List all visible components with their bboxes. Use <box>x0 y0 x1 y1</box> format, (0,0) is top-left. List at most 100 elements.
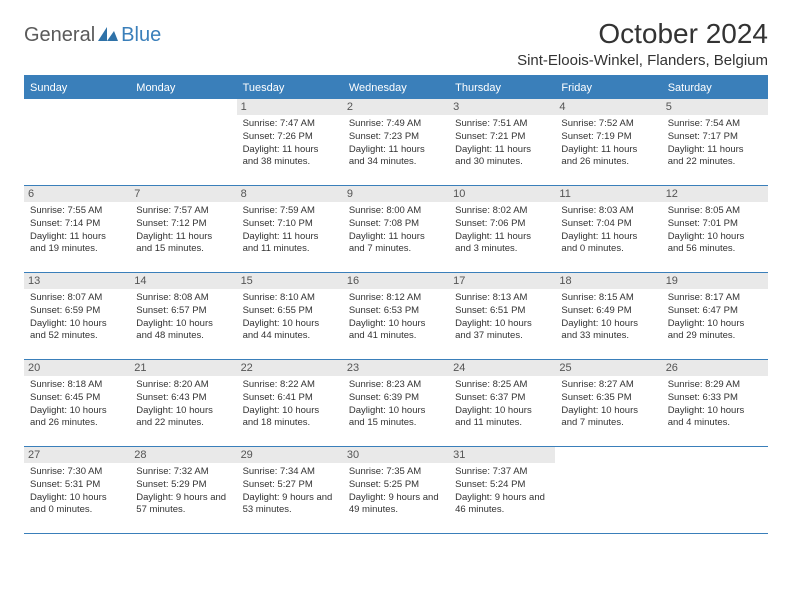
day-cell: 3Sunrise: 7:51 AMSunset: 7:21 PMDaylight… <box>449 99 555 185</box>
day-cell: 10 Sunrise: 8:02 AMSunset: 7:06 PMDayligh… <box>449 186 555 272</box>
day-info: Sunrise: 8:20 AMSunset: 6:43 PMDaylight:… <box>136 379 230 430</box>
day-info: Sunrise: 7:54 AMSunset: 7:17 PMDaylight:… <box>668 118 762 169</box>
day-cell: 29Sunrise: 7:34 AMSunset: 5:27 PMDayligh… <box>237 447 343 533</box>
sunset-text: Sunset: 7:12 PM <box>136 218 230 231</box>
daylight-text: Daylight: 10 hours and 11 minutes. <box>455 405 549 431</box>
day-cell: 17Sunrise: 8:13 AMSunset: 6:51 PMDayligh… <box>449 273 555 359</box>
day-info: Sunrise: 8:29 AMSunset: 6:33 PMDaylight:… <box>668 379 762 430</box>
day-cell: 24Sunrise: 8:25 AMSunset: 6:37 PMDayligh… <box>449 360 555 446</box>
sunrise-text: Sunrise: 7:57 AM <box>136 205 230 218</box>
sunset-text: Sunset: 7:26 PM <box>243 131 337 144</box>
sunrise-text: Sunrise: 8:29 AM <box>668 379 762 392</box>
day-number: 16 <box>343 273 449 289</box>
day-number: 19 <box>662 273 768 289</box>
day-info: Sunrise: 8:02 AMSunset: 7:06 PMDaylight:… <box>455 205 549 256</box>
daylight-text: Daylight: 10 hours and 7 minutes. <box>561 405 655 431</box>
day-number: 14 <box>130 273 236 289</box>
sunset-text: Sunset: 6:37 PM <box>455 392 549 405</box>
sunrise-text: Sunrise: 8:23 AM <box>349 379 443 392</box>
daylight-text: Daylight: 9 hours and 49 minutes. <box>349 492 443 518</box>
sunrise-text: Sunrise: 7:30 AM <box>30 466 124 479</box>
sunset-text: Sunset: 6:33 PM <box>668 392 762 405</box>
day-info: Sunrise: 8:05 AMSunset: 7:01 PMDaylight:… <box>668 205 762 256</box>
day-number: 31 <box>449 447 555 463</box>
sunrise-text: Sunrise: 7:37 AM <box>455 466 549 479</box>
sunrise-text: Sunrise: 8:02 AM <box>455 205 549 218</box>
day-info: Sunrise: 8:00 AMSunset: 7:08 PMDaylight:… <box>349 205 443 256</box>
day-info: Sunrise: 8:03 AMSunset: 7:04 PMDaylight:… <box>561 205 655 256</box>
day-info: Sunrise: 7:59 AMSunset: 7:10 PMDaylight:… <box>243 205 337 256</box>
sunrise-text: Sunrise: 8:08 AM <box>136 292 230 305</box>
sunset-text: Sunset: 5:25 PM <box>349 479 443 492</box>
day-number: 7 <box>130 186 236 202</box>
sunset-text: Sunset: 7:06 PM <box>455 218 549 231</box>
day-number: 3 <box>449 99 555 115</box>
sunrise-text: Sunrise: 7:51 AM <box>455 118 549 131</box>
day-number: 2 <box>343 99 449 115</box>
day-cell: 12 Sunrise: 8:05 AMSunset: 7:01 PMDayligh… <box>662 186 768 272</box>
day-cell: 21Sunrise: 8:20 AMSunset: 6:43 PMDayligh… <box>130 360 236 446</box>
daylight-text: Daylight: 10 hours and 41 minutes. <box>349 318 443 344</box>
daylight-text: Daylight: 11 hours and 38 minutes. <box>243 144 337 170</box>
week-row: 27Sunrise: 7:30 AMSunset: 5:31 PMDayligh… <box>24 447 768 534</box>
daylight-text: Daylight: 11 hours and 26 minutes. <box>561 144 655 170</box>
day-info: Sunrise: 7:49 AMSunset: 7:23 PMDaylight:… <box>349 118 443 169</box>
day-cell: 31Sunrise: 7:37 AMSunset: 5:24 PMDayligh… <box>449 447 555 533</box>
day-info: Sunrise: 7:34 AMSunset: 5:27 PMDaylight:… <box>243 466 337 517</box>
day-cell: 14Sunrise: 8:08 AMSunset: 6:57 PMDayligh… <box>130 273 236 359</box>
day-info: Sunrise: 8:17 AMSunset: 6:47 PMDaylight:… <box>668 292 762 343</box>
flag-icon <box>97 25 119 46</box>
sunrise-text: Sunrise: 7:47 AM <box>243 118 337 131</box>
day-number: 23 <box>343 360 449 376</box>
daylight-text: Daylight: 11 hours and 3 minutes. <box>455 231 549 257</box>
day-number: 1 <box>237 99 343 115</box>
calendar: Sunday Monday Tuesday Wednesday Thursday… <box>24 75 768 534</box>
weekday-sat: Saturday <box>662 77 768 99</box>
daylight-text: Daylight: 10 hours and 4 minutes. <box>668 405 762 431</box>
day-number: 6 <box>24 186 130 202</box>
day-info: Sunrise: 8:22 AMSunset: 6:41 PMDaylight:… <box>243 379 337 430</box>
sunset-text: Sunset: 7:04 PM <box>561 218 655 231</box>
daylight-text: Daylight: 11 hours and 34 minutes. <box>349 144 443 170</box>
day-cell: 23 Sunrise: 8:23 AMSunset: 6:39 PMDayligh… <box>343 360 449 446</box>
logo-text-general: General <box>24 24 95 47</box>
sunrise-text: Sunrise: 8:00 AM <box>349 205 443 218</box>
sunset-text: Sunset: 6:43 PM <box>136 392 230 405</box>
day-cell <box>24 99 130 185</box>
day-info: Sunrise: 7:52 AMSunset: 7:19 PMDaylight:… <box>561 118 655 169</box>
sunset-text: Sunset: 6:39 PM <box>349 392 443 405</box>
sunset-text: Sunset: 7:17 PM <box>668 131 762 144</box>
sunrise-text: Sunrise: 7:54 AM <box>668 118 762 131</box>
day-info: Sunrise: 8:25 AMSunset: 6:37 PMDaylight:… <box>455 379 549 430</box>
day-number: 12 <box>662 186 768 202</box>
day-number: 17 <box>449 273 555 289</box>
weekday-fri: Friday <box>555 77 661 99</box>
day-info: Sunrise: 8:18 AMSunset: 6:45 PMDaylight:… <box>30 379 124 430</box>
sunset-text: Sunset: 5:31 PM <box>30 479 124 492</box>
day-info: Sunrise: 7:55 AMSunset: 7:14 PMDaylight:… <box>30 205 124 256</box>
location: Sint-Eloois-Winkel, Flanders, Belgium <box>517 52 768 69</box>
day-number: 13 <box>24 273 130 289</box>
day-info: Sunrise: 8:10 AMSunset: 6:55 PMDaylight:… <box>243 292 337 343</box>
sunset-text: Sunset: 5:24 PM <box>455 479 549 492</box>
sunrise-text: Sunrise: 8:22 AM <box>243 379 337 392</box>
week-row: 1Sunrise: 7:47 AMSunset: 7:26 PMDaylight… <box>24 99 768 186</box>
sunset-text: Sunset: 6:57 PM <box>136 305 230 318</box>
day-info: Sunrise: 8:23 AMSunset: 6:39 PMDaylight:… <box>349 379 443 430</box>
sunrise-text: Sunrise: 7:35 AM <box>349 466 443 479</box>
day-number: 20 <box>24 360 130 376</box>
day-cell: 27 Sunrise: 7:30 AMSunset: 5:31 PMDayligh… <box>24 447 130 533</box>
sunrise-text: Sunrise: 7:59 AM <box>243 205 337 218</box>
sunrise-text: Sunrise: 8:25 AM <box>455 379 549 392</box>
daylight-text: Daylight: 10 hours and 37 minutes. <box>455 318 549 344</box>
day-cell: 13Sunrise: 8:07 AMSunset: 6:59 PMDayligh… <box>24 273 130 359</box>
day-number: 10 <box>449 186 555 202</box>
daylight-text: Daylight: 10 hours and 0 minutes. <box>30 492 124 518</box>
daylight-text: Daylight: 11 hours and 7 minutes. <box>349 231 443 257</box>
daylight-text: Daylight: 11 hours and 30 minutes. <box>455 144 549 170</box>
day-number: 9 <box>343 186 449 202</box>
day-cell <box>662 447 768 533</box>
day-number: 27 <box>24 447 130 463</box>
day-cell: 26Sunrise: 8:29 AMSunset: 6:33 PMDayligh… <box>662 360 768 446</box>
day-cell: 9 Sunrise: 8:00 AMSunset: 7:08 PMDaylight… <box>343 186 449 272</box>
